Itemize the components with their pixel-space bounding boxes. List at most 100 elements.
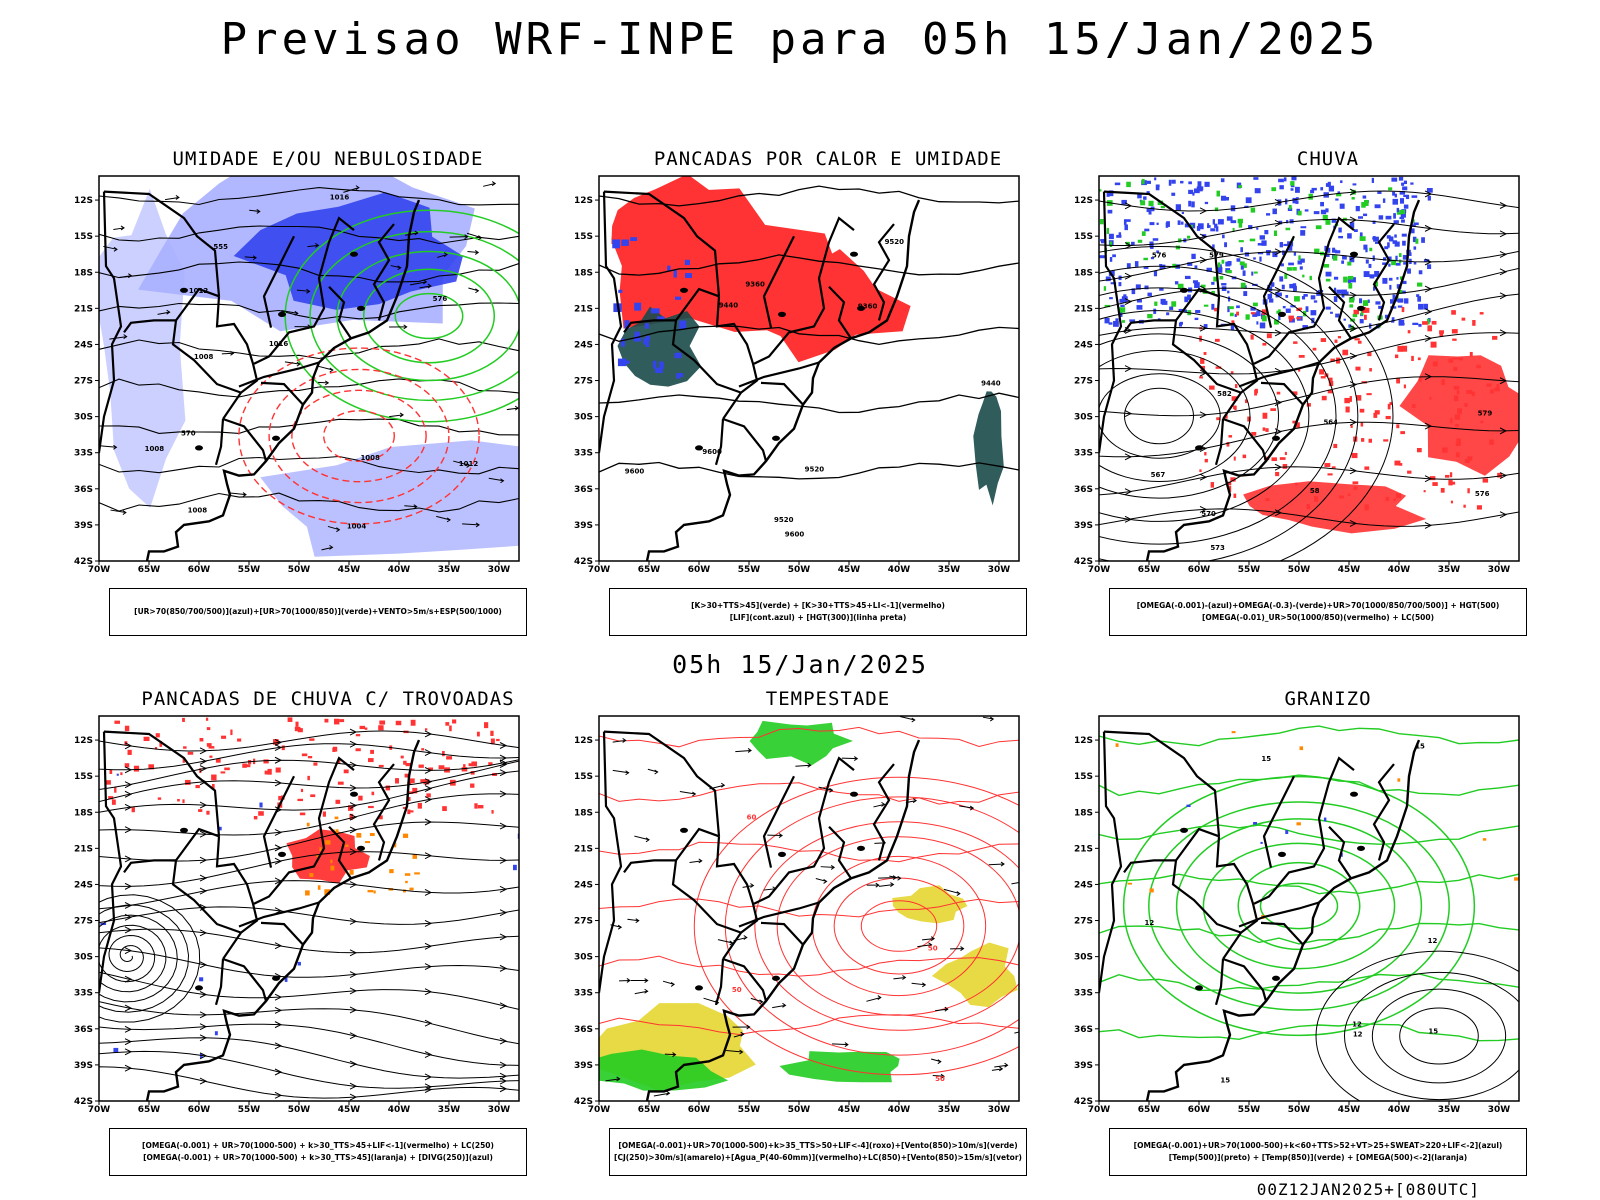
lat-label: 30S (74, 413, 93, 423)
shaded-pixel (1186, 804, 1191, 808)
shaded-pixel (1254, 389, 1258, 396)
shaded-pixel (1191, 253, 1196, 260)
flow-arrow (1124, 515, 1133, 523)
shaded-pixel (1384, 246, 1389, 250)
wind-vector (321, 546, 333, 551)
flow-arrow (1424, 422, 1433, 430)
shaded-pixel (1439, 331, 1444, 337)
shaded-pixel (1194, 265, 1198, 269)
shaded-pixel (199, 737, 204, 742)
shaded-pixel (625, 360, 630, 364)
shaded-pixel (1352, 481, 1359, 485)
flow-arrow (499, 885, 508, 893)
contour-line (1099, 774, 1519, 797)
shaded-pixel (1099, 255, 1106, 259)
shaded-pixel (371, 791, 375, 796)
country-border (123, 859, 176, 874)
shaded-pixel (1409, 228, 1415, 234)
wind-vector (634, 835, 650, 841)
shaded-pixel (1199, 376, 1203, 379)
shaded-pixel (1190, 224, 1193, 230)
shaded-pixel (1284, 451, 1287, 456)
shaded-pixel (1276, 391, 1281, 395)
lon-label: 45W (338, 1105, 361, 1115)
shaded-pixel (1181, 309, 1188, 313)
lat-label: 39S (574, 1061, 593, 1071)
wind-vector-head (466, 462, 471, 468)
shaded-pixel (1160, 205, 1165, 209)
shaded-pixel (273, 739, 279, 745)
shaded-pixel (1204, 458, 1208, 463)
shaded-pixel (127, 749, 132, 755)
country-border (872, 763, 895, 861)
shaded-pixel (650, 308, 660, 314)
lake-marker (1272, 975, 1280, 981)
shaded-pixel (1230, 220, 1237, 224)
shaded-pixel (182, 717, 185, 722)
shaded-pixel (1141, 231, 1146, 236)
shaded-pixel (1397, 298, 1404, 303)
wind-vector (750, 997, 763, 1003)
lake-marker (1180, 827, 1188, 833)
shaded-pixel (1250, 307, 1256, 311)
wind-vector (109, 336, 127, 340)
shaded-pixel (645, 335, 650, 341)
shaded-pixel (513, 864, 517, 871)
shaded-pixel (199, 768, 202, 774)
shaded-pixel (345, 844, 349, 847)
contour-label: 9440 (981, 379, 1001, 387)
map-frame: 582 579 576 573 570 567 564 579 576 58 12S 15S 18S 21… (1074, 175, 1520, 575)
flow-arrow (349, 826, 358, 834)
shaded-pixel (1275, 291, 1279, 298)
shaded-pixel (1118, 232, 1122, 238)
shaded-pixel (1387, 242, 1390, 248)
shaded-pixel (1285, 308, 1291, 313)
shaded-pixel (133, 765, 140, 772)
legend-line: [OMEGA(-0.001)-(azul)+OMEGA(-0.3)-(verde… (1136, 601, 1500, 610)
lake-marker (278, 311, 286, 317)
lake-marker (857, 845, 865, 851)
shaded-pixel (1300, 230, 1306, 236)
shaded-pixel (1148, 211, 1152, 215)
shaded-pixel (324, 889, 331, 895)
wind-vector-head (672, 1052, 677, 1057)
wind-vector-head (306, 288, 311, 294)
flow-arrow (274, 1042, 283, 1050)
shaded-pixel (1313, 211, 1320, 215)
country-border (1238, 901, 1320, 928)
shaded-pixel (1279, 242, 1284, 248)
contour-line (1099, 333, 1279, 499)
shaded-pixel (1099, 218, 1104, 225)
shaded-pixel (1265, 250, 1271, 253)
lon-label: 50W (1288, 565, 1311, 575)
shaded-pixel (183, 746, 187, 749)
flow-arrow (1199, 505, 1208, 513)
lat-label: 21S (74, 844, 93, 854)
shaded-pixel (1456, 438, 1461, 445)
flow-arrow (1124, 410, 1133, 418)
shaded-pixel (1418, 303, 1424, 310)
flow-arrow (499, 1002, 508, 1010)
shaded-pixel (446, 756, 453, 760)
shaded-pixel (1100, 239, 1106, 242)
country-border (262, 235, 295, 328)
shaded-pixel (1244, 399, 1248, 404)
shaded-pixel (1143, 257, 1148, 261)
flow-arrow (274, 857, 283, 865)
lon-label: 65W (138, 1105, 161, 1115)
country-border (171, 827, 242, 934)
shaded-pixel (1126, 181, 1131, 188)
wind-vector-head (1026, 879, 1029, 883)
country-border (238, 361, 320, 388)
shaded-pixel (1245, 197, 1252, 204)
shaded-pixel (1144, 285, 1149, 290)
wind-vector-head (666, 1090, 671, 1096)
shaded-pixel (1222, 234, 1225, 239)
shaded-pixel (1360, 422, 1364, 427)
shaded-pixel (1210, 228, 1216, 232)
lat-label: 27S (574, 917, 593, 927)
coastline (145, 739, 421, 1101)
lat-label: 21S (74, 304, 93, 314)
shaded-pixel (1396, 493, 1402, 499)
